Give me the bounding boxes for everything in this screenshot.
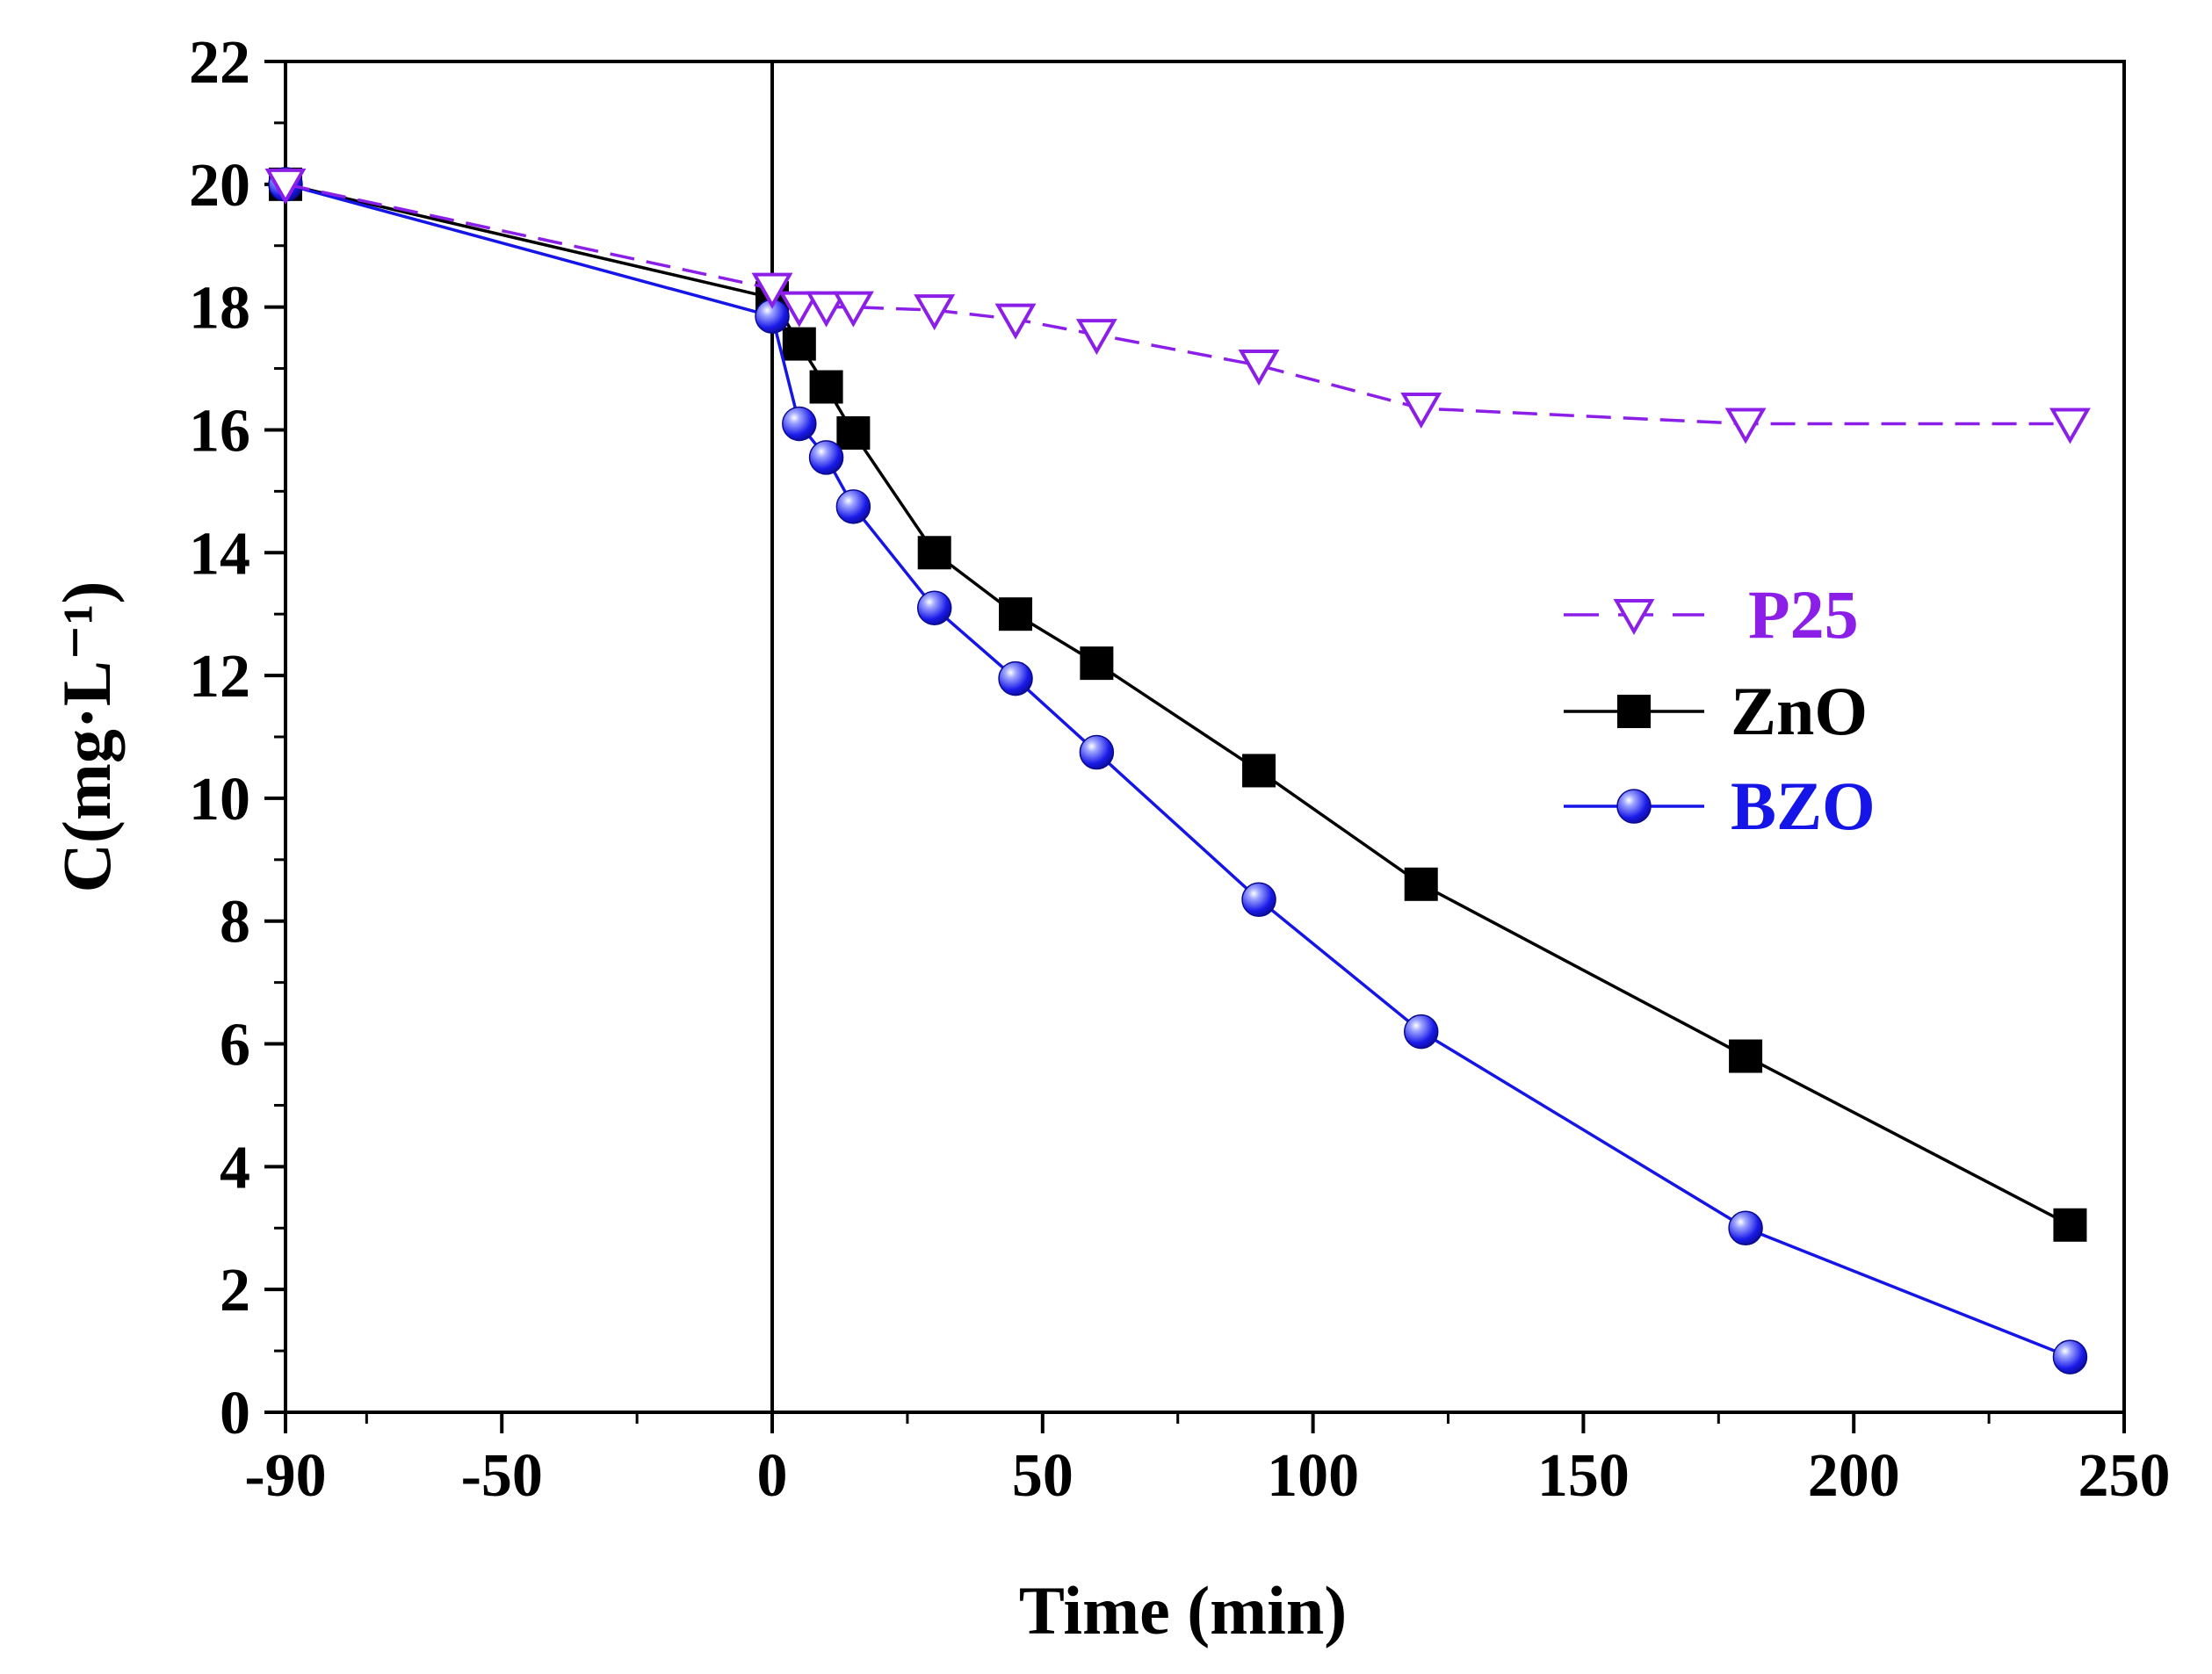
y-tick-label: 10 [189, 766, 250, 833]
series-line-p25 [285, 183, 2071, 426]
data-point-bzo [998, 660, 1033, 696]
legend-marker-p25 [1613, 599, 1655, 636]
legend-label-bzo: BZO [1731, 768, 1876, 844]
x-tick-label: 250 [2078, 1442, 2171, 1510]
data-point-p25 [264, 168, 307, 205]
series-line-bzo [285, 183, 2071, 1359]
data-point-p25 [2049, 408, 2091, 444]
y-tick-label: 18 [189, 275, 250, 343]
data-point-p25 [806, 291, 848, 328]
legend-item-bzo: BZO [1564, 768, 1876, 844]
data-point-bzo [1079, 734, 1115, 770]
data-point-bzo [782, 406, 817, 442]
y-tick-label: 8 [220, 889, 250, 956]
y-tick-label: 2 [220, 1257, 250, 1324]
x-tick-label: 0 [757, 1442, 788, 1510]
x-tick-label: -90 [244, 1442, 326, 1510]
data-point-p25 [1724, 408, 1767, 444]
data-point-p25 [994, 303, 1037, 340]
legend-marker-bzo [1616, 789, 1652, 824]
data-point-bzo [835, 489, 871, 524]
data-point-p25 [1075, 319, 1117, 356]
y-tick-label: 6 [220, 1012, 250, 1079]
x-tick-label: 200 [1808, 1442, 1900, 1510]
ticks: -90 -50 0 50 100 150 200 250 0 2 4 6 8 10 12 14 16 18 20 22 [189, 29, 2171, 1510]
data-point-zno [1080, 646, 1114, 681]
legend-label-p25: P25 [1748, 576, 1859, 653]
data-point-zno [917, 536, 951, 570]
x-tick-label: -50 [461, 1442, 543, 1510]
data-point-bzo [1728, 1210, 1763, 1246]
legend: P25 ZnO BZO [1564, 576, 1876, 844]
data-point-bzo [808, 440, 844, 475]
y-tick-label: 14 [189, 520, 250, 588]
legend-item-zno: ZnO [1564, 673, 1868, 749]
data-point-zno [1404, 867, 1438, 901]
series [264, 167, 2091, 1375]
data-point-zno [836, 415, 871, 450]
y-tick-label: 12 [189, 643, 250, 711]
data-point-zno [809, 370, 843, 404]
data-point-zno [1242, 754, 1276, 788]
y-tick-label: 20 [189, 152, 250, 220]
x-tick-label: 50 [1012, 1442, 1073, 1510]
data-point-p25 [751, 272, 793, 309]
data-point-zno [782, 327, 816, 361]
data-point-p25 [1238, 350, 1280, 386]
y-tick-label: 16 [189, 397, 250, 465]
data-point-p25 [832, 291, 874, 328]
y-tick-label: 4 [220, 1134, 250, 1201]
y-tick-label: 22 [189, 29, 250, 97]
data-point-p25 [914, 294, 956, 331]
legend-marker-zno [1617, 695, 1651, 728]
data-point-zno [999, 597, 1033, 631]
data-point-p25 [778, 291, 820, 328]
data-point-zno [1729, 1039, 1763, 1073]
data-point-zno [2053, 1208, 2087, 1242]
legend-label-zno: ZnO [1731, 673, 1868, 749]
legend-item-p25: P25 [1564, 576, 1859, 653]
data-point-bzo [1403, 1014, 1439, 1050]
series-p25 [264, 168, 2091, 444]
x-tick-label: 150 [1537, 1442, 1630, 1510]
axes: Time (min) C(mg·L⁻¹) [48, 60, 2126, 1649]
x-tick-label: 100 [1267, 1442, 1359, 1510]
data-point-bzo [2052, 1339, 2088, 1375]
y-tick-label: 0 [220, 1380, 250, 1447]
x-axis-label: Time (min) [1019, 1572, 1347, 1649]
data-point-bzo [916, 590, 952, 625]
data-point-p25 [1400, 392, 1442, 429]
y-axis-label: C(mg·L⁻¹) [48, 581, 125, 893]
data-point-bzo [1241, 882, 1276, 918]
